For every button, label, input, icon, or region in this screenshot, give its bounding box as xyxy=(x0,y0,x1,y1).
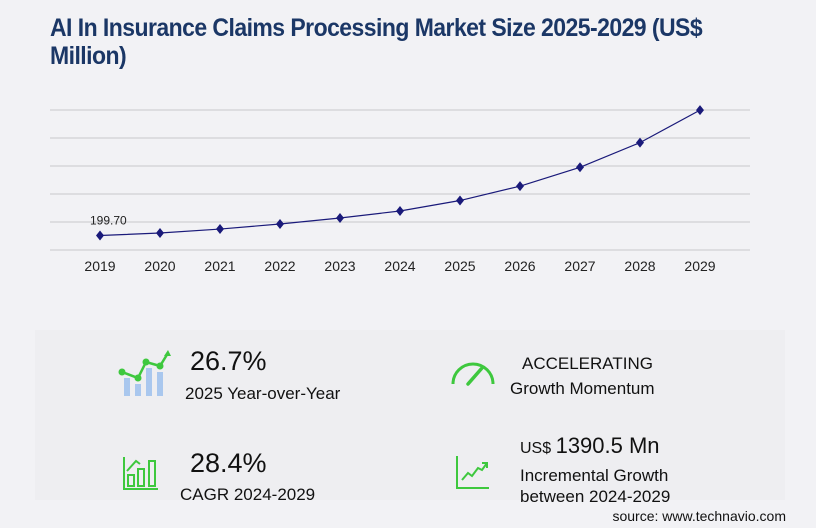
bar-chart-icon xyxy=(123,457,158,490)
data-point-2021 xyxy=(216,224,224,235)
yoy-label: 2025 Year-over-Year xyxy=(185,384,341,403)
momentum-label: Growth Momentum xyxy=(510,379,655,398)
data-point-2025 xyxy=(456,195,464,206)
yoy-value: 26.7% xyxy=(190,346,267,376)
x-tick-label: 2024 xyxy=(384,258,415,274)
x-tick-label: 2027 xyxy=(564,258,595,274)
x-tick-label: 2021 xyxy=(204,258,235,274)
data-point-2029 xyxy=(696,105,704,116)
x-tick-label: 2022 xyxy=(264,258,295,274)
source-note: source: www.technavio.com xyxy=(612,508,786,524)
x-tick-label: 2025 xyxy=(444,258,475,274)
data-point-2027 xyxy=(576,162,584,173)
x-tick-label: 2019 xyxy=(84,258,115,274)
speedometer-icon xyxy=(451,362,495,386)
x-tick-label: 2029 xyxy=(684,258,715,274)
momentum-value: ACCELERATING xyxy=(522,354,653,373)
x-tick-label: 2026 xyxy=(504,258,535,274)
data-point-2019 xyxy=(96,230,104,241)
trend-up-icon xyxy=(456,456,489,489)
data-point-2024 xyxy=(396,205,404,216)
data-point-2022 xyxy=(276,219,284,230)
stats-panel xyxy=(35,330,785,500)
x-tick-label: 2020 xyxy=(144,258,175,274)
data-point-2020 xyxy=(156,228,164,239)
data-label: 199.70 xyxy=(90,214,127,228)
x-tick-label: 2028 xyxy=(624,258,655,274)
data-point-2023 xyxy=(336,213,344,224)
data-point-2026 xyxy=(516,181,524,192)
currency-prefix: US$ xyxy=(520,440,552,457)
cagr-label: CAGR 2024-2029 xyxy=(180,485,316,504)
line-chart: 2019 199.70 2020 2021 2022 2023 2024 2025 2026 20… xyxy=(50,105,750,274)
series-line xyxy=(99,109,701,237)
data-point-2028 xyxy=(636,137,644,148)
incremental-label-1: Incremental Growth xyxy=(520,466,669,485)
chart-title: AI In Insurance Claims Processing Market… xyxy=(50,14,703,70)
x-tick-label: 2023 xyxy=(324,258,355,274)
incremental-label-2: between 2024-2029 xyxy=(520,487,671,506)
growth-chart-icon xyxy=(118,350,171,396)
incremental-value: US$ 1390.5 Mn xyxy=(520,433,660,459)
incremental-amount: 1390.5 Mn xyxy=(555,433,660,458)
cagr-value: 28.4% xyxy=(190,448,267,478)
